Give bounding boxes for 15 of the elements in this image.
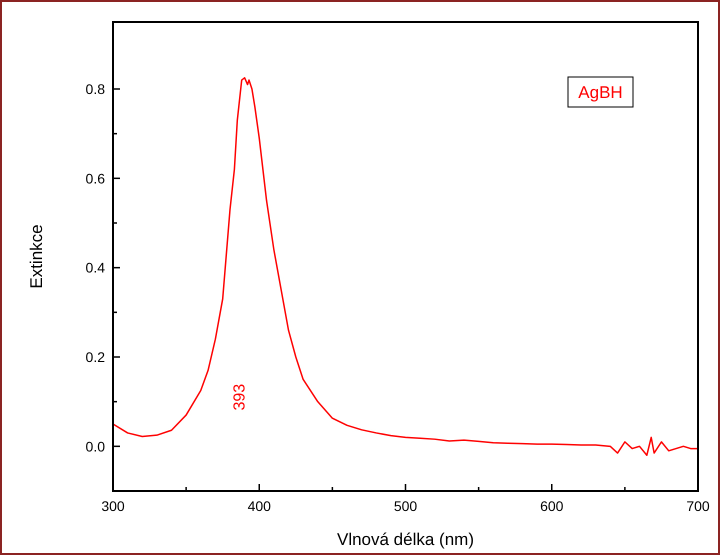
- x-tick-label: 700: [686, 498, 710, 514]
- y-tick-label: 0.4: [86, 260, 106, 276]
- x-tick-label: 300: [101, 498, 125, 514]
- line-series: [112, 77, 699, 456]
- text: AgBH: [578, 83, 623, 102]
- x-tick-label: 500: [394, 498, 418, 514]
- y-tick-label: 0.2: [86, 349, 106, 365]
- y-tick-label: 0.0: [86, 438, 106, 454]
- x-axis-title: Vlnová délka (nm): [336, 530, 474, 549]
- annotation: 393: [232, 384, 249, 411]
- y-axis-title: Extinkce: [27, 224, 46, 289]
- y-tick-label: 0.8: [86, 81, 106, 97]
- x-tick-label: 400: [248, 498, 272, 514]
- y-tick-label: 0.6: [86, 170, 106, 186]
- x-tick-label: 600: [540, 498, 564, 514]
